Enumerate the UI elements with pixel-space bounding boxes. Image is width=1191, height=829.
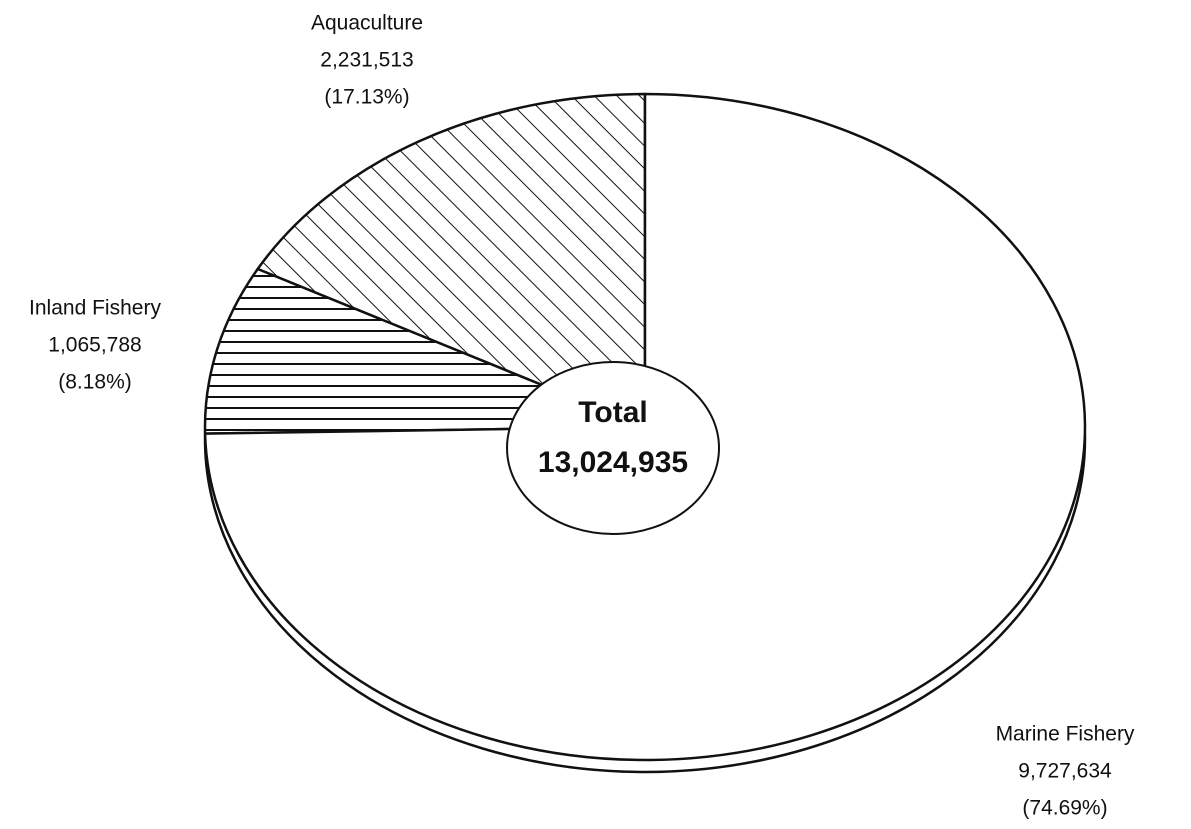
slice-value-label: 2,231,513 <box>320 49 413 72</box>
slice-percent-label: (17.13%) <box>324 86 409 109</box>
slice-percent-label: (74.69%) <box>1022 797 1107 820</box>
slice-name: Marine Fishery <box>996 723 1135 746</box>
slice-value-label: 1,065,788 <box>48 334 141 357</box>
pie-slice <box>256 92 647 429</box>
center-ellipse <box>506 361 720 535</box>
slice-name: Aquaculture <box>311 12 423 35</box>
slice-name: Inland Fishery <box>29 297 161 320</box>
slice-percent-label: (8.18%) <box>58 371 132 394</box>
center-label: Total <box>578 396 647 429</box>
total-label: 13,024,935 <box>538 446 688 479</box>
slice-value-label: 9,727,634 <box>1018 760 1112 783</box>
